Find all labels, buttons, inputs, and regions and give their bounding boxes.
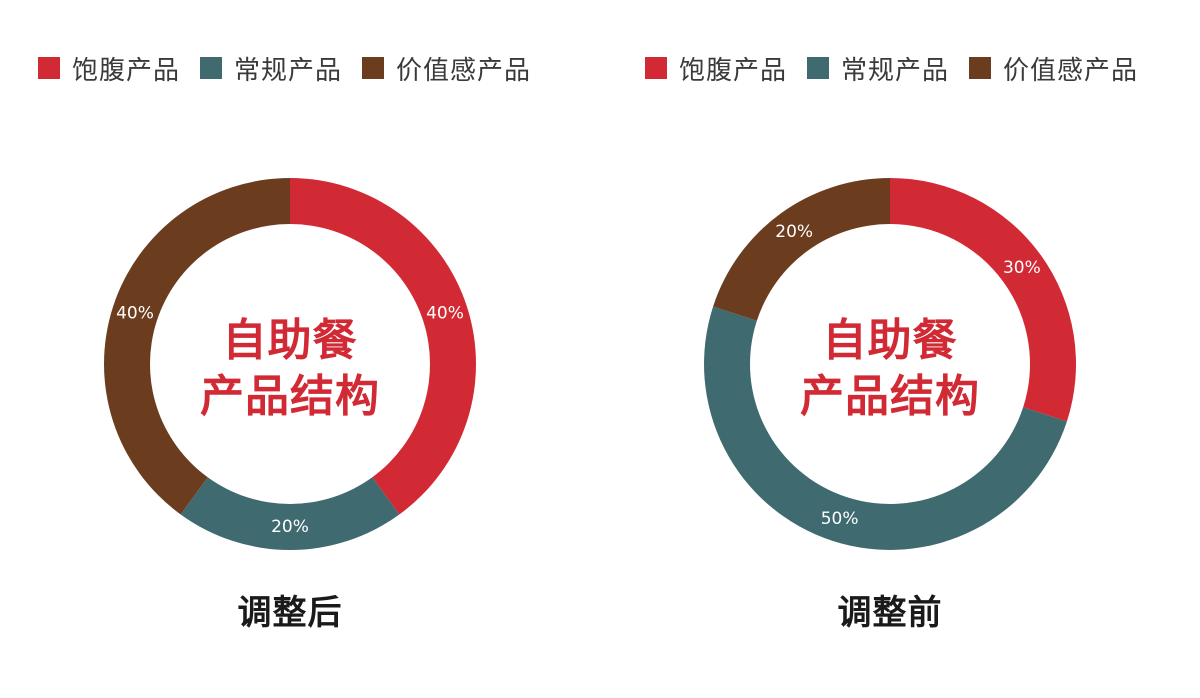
legend-item-value: 价值感产品	[362, 50, 531, 87]
chart-caption: 调整前	[837, 593, 943, 633]
legend-item-regular: 常规产品	[200, 50, 342, 87]
donut-slice-1	[180, 477, 400, 550]
legend-swatch	[38, 57, 60, 79]
donut-slice-2	[713, 178, 890, 321]
data-label: 40%	[116, 304, 154, 324]
legend-label: 常规产品	[234, 55, 343, 86]
legend: 饱腹产品 常规产品 价值感产品	[645, 50, 1158, 86]
center-label-line2: 产品结构	[800, 371, 980, 422]
legend-label: 饱腹产品	[679, 55, 788, 86]
legend-swatch	[362, 57, 385, 79]
legend-label: 饱腹产品	[72, 55, 181, 86]
legend-swatch	[969, 57, 992, 79]
legend: 饱腹产品 常规产品 价值感产品	[38, 50, 551, 86]
chart-caption: 调整后	[237, 593, 343, 633]
center-label-line1: 自助餐	[822, 315, 958, 366]
donut-chart: 40% 20% 40%	[104, 178, 476, 550]
data-label: 20%	[271, 517, 309, 537]
chart-panel-after: 饱腹产品 常规产品 价值感产品 40% 20% 40% 自助餐 产品结构 调整后	[38, 50, 551, 633]
legend-item-filling: 饱腹产品	[645, 50, 787, 87]
legend-item-value: 价值感产品	[969, 50, 1138, 87]
chart-panel-before: 饱腹产品 常规产品 价值感产品 30% 50% 20% 自助餐 产品结构 调整前	[600, 0, 1200, 698]
data-label: 50%	[821, 509, 859, 529]
legend-swatch	[200, 57, 223, 79]
data-label: 20%	[775, 222, 813, 242]
donut-slice-1	[704, 306, 1067, 550]
legend-item-regular: 常规产品	[807, 50, 949, 87]
legend-swatch	[645, 57, 667, 79]
legend-label: 价值感产品	[396, 55, 532, 86]
donut-slice-0	[290, 178, 476, 515]
legend-label: 常规产品	[841, 55, 950, 86]
donut-slice-0	[890, 178, 1076, 422]
legend-item-filling: 饱腹产品	[38, 50, 180, 87]
donut-slice-2	[104, 178, 290, 515]
center-label-line1: 自助餐	[222, 315, 358, 366]
center-label-line2: 产品结构	[200, 371, 380, 422]
donut-chart: 30% 50% 20%	[704, 178, 1076, 550]
data-label: 40%	[426, 304, 464, 324]
legend-label: 价值感产品	[1003, 55, 1139, 86]
data-label: 30%	[1003, 258, 1041, 278]
legend-swatch	[807, 57, 830, 79]
